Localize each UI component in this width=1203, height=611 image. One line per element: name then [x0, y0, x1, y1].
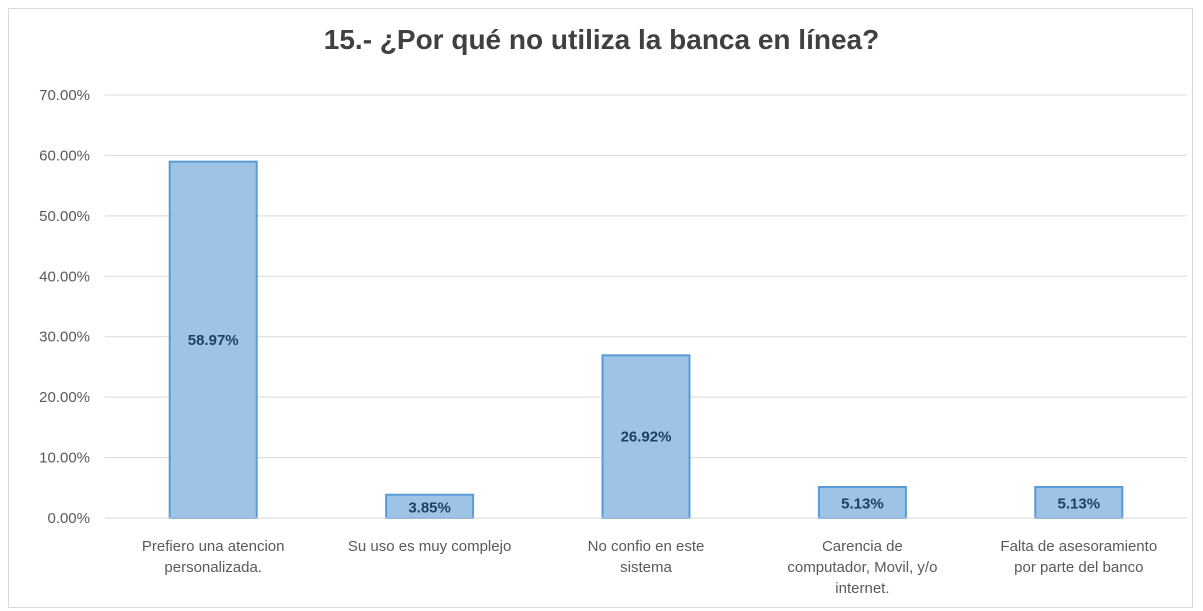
bar	[168, 160, 258, 519]
category-label: Falta de asesoramiento por parte del banc…	[1000, 538, 1157, 576]
y-tick-label: 0.00%	[47, 510, 90, 527]
category-label: Prefiero una atencion personalizada.	[142, 538, 285, 576]
y-axis-tick-labels: 0.00% 10.00% 20.00% 30.00% 40.00% 50.00% 60.00…	[39, 87, 90, 527]
data-label: 5.13%	[841, 496, 884, 513]
data-label: 26.92%	[621, 429, 672, 446]
y-tick-label: 40.00%	[39, 268, 90, 285]
category-label: Su uso es muy complejo	[348, 538, 511, 555]
y-tick-label: 30.00%	[39, 329, 90, 346]
bars	[168, 160, 1124, 520]
category-label: No confio en este sistema	[588, 538, 705, 576]
bar	[601, 354, 691, 520]
y-tick-label: 70.00%	[39, 87, 90, 104]
chart-title: 15.- ¿Por qué no utiliza la banca en lín…	[323, 24, 880, 55]
data-label: 5.13%	[1058, 496, 1101, 513]
y-tick-label: 20.00%	[39, 389, 90, 406]
y-tick-label: 60.00%	[39, 147, 90, 164]
gridlines	[105, 94, 1187, 459]
x-axis-category-labels: Prefiero una atencion personalizada. Su us…	[142, 538, 1157, 597]
y-tick-label: 10.00%	[39, 450, 90, 467]
data-label: 3.85%	[408, 499, 451, 516]
data-labels: 58.97% 3.85% 26.92% 5.13% 5.13%	[188, 332, 1100, 517]
category-label: Carencia de computador, Movil, y/o interne…	[787, 538, 937, 597]
bar	[1034, 486, 1124, 520]
data-label: 58.97%	[188, 332, 239, 349]
y-tick-label: 50.00%	[39, 208, 90, 225]
